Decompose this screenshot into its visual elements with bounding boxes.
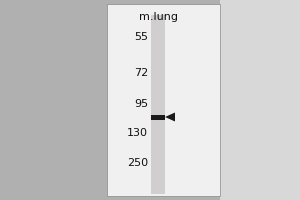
- Text: 55: 55: [134, 32, 148, 42]
- Polygon shape: [165, 112, 175, 121]
- Text: 95: 95: [134, 99, 148, 109]
- Bar: [0, 0, 107, 200]
- Bar: [151, 15, 165, 194]
- Text: 250: 250: [127, 158, 148, 168]
- Bar: [151, 114, 165, 119]
- Text: m.lung: m.lung: [139, 12, 178, 22]
- Bar: [220, 0, 300, 200]
- Text: 130: 130: [127, 128, 148, 138]
- Text: 72: 72: [134, 68, 148, 78]
- Bar: [107, 4, 220, 196]
